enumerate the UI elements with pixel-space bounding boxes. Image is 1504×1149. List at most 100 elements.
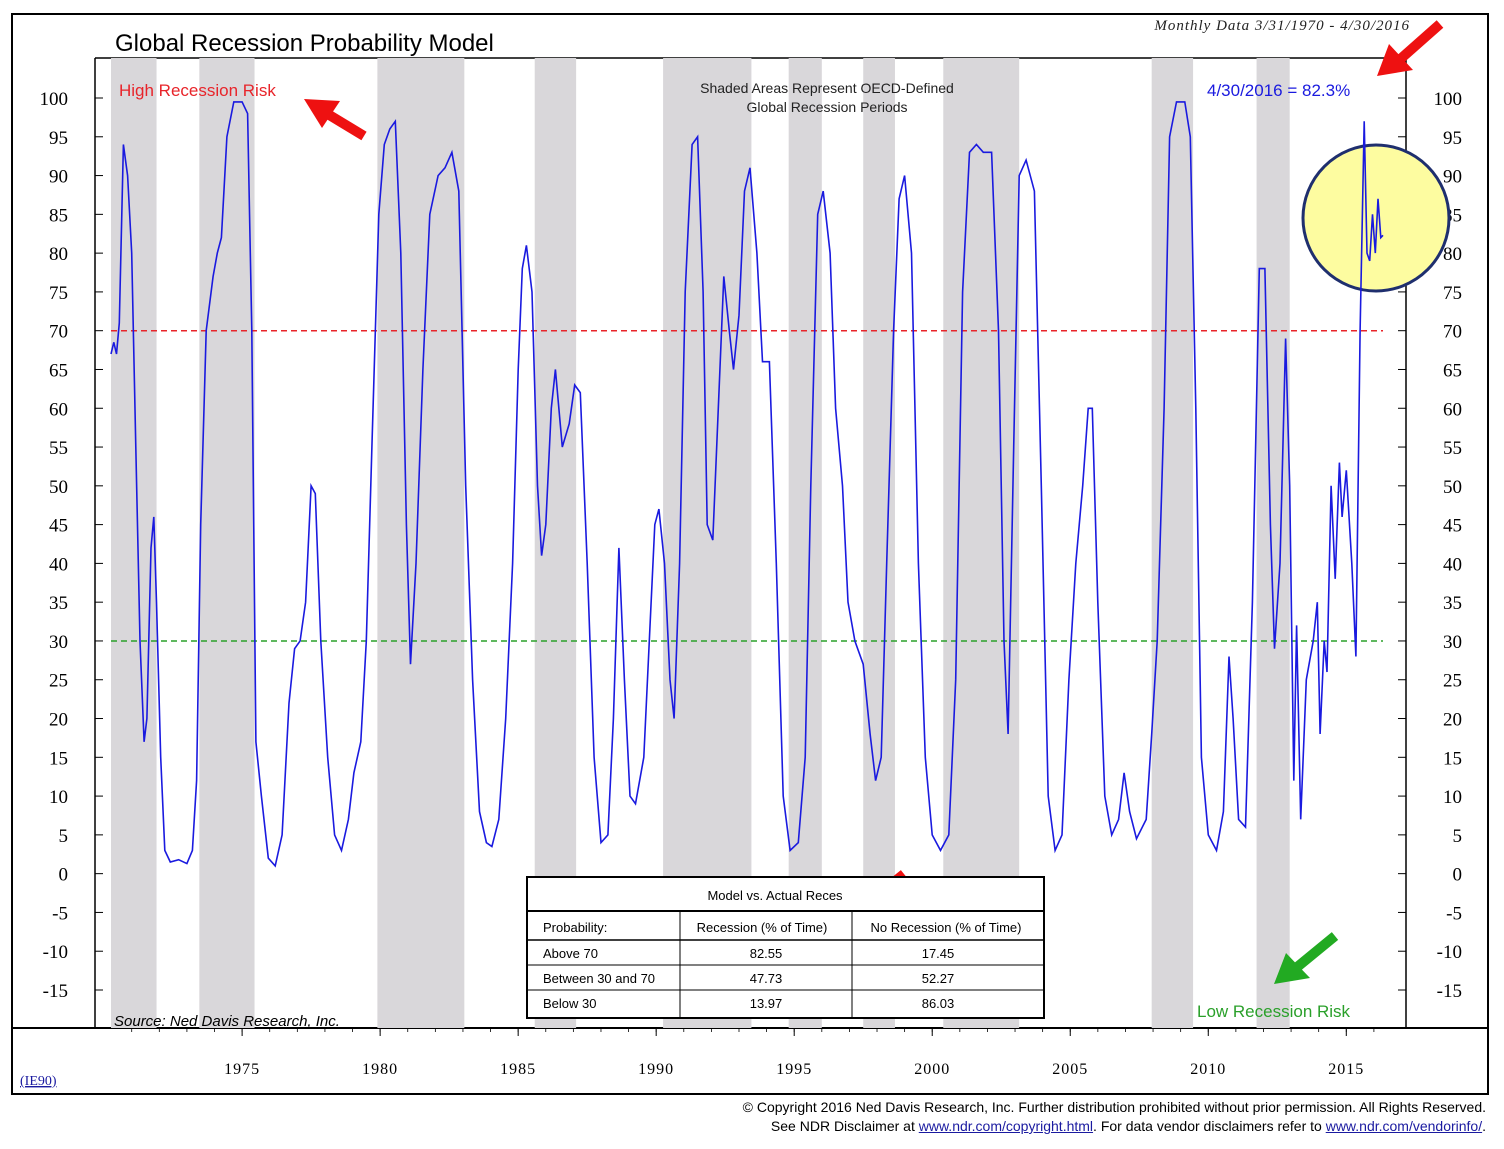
- y-tick-label: 10: [1443, 787, 1462, 808]
- table-title: Model vs. Actual Reces: [707, 888, 843, 903]
- arrow-icon-low-risk: [1274, 932, 1339, 984]
- y-tick-label: 100: [1434, 89, 1463, 110]
- y-tick-label: 60: [49, 399, 68, 420]
- x-tick-label: 1980: [362, 1061, 398, 1078]
- chart-code-link[interactable]: (IE90): [20, 1074, 57, 1089]
- table-cell: 52.27: [922, 971, 955, 986]
- recession-bands: [111, 58, 1290, 1028]
- x-tick-label: 2010: [1190, 1061, 1226, 1078]
- footer-disclaimer: See NDR Disclaimer at www.ndr.com/copyri…: [386, 1118, 1486, 1134]
- y-tick-label: 55: [1443, 438, 1462, 459]
- arrow-icon-high-risk: [304, 99, 367, 141]
- recession-band: [1256, 58, 1290, 1028]
- table-cell: 47.73: [750, 971, 783, 986]
- shaded-note-line2: Global Recession Periods: [746, 99, 907, 115]
- y-tick-label: 45: [49, 516, 68, 537]
- high-risk-label: High Recession Risk: [119, 81, 276, 100]
- y-tick-label: 35: [1443, 593, 1462, 614]
- table-header: Probability:: [543, 920, 607, 935]
- y-tick-label: 35: [49, 593, 68, 614]
- x-tick-label: 1975: [224, 1061, 260, 1078]
- y-tick-label: 0: [59, 865, 69, 886]
- table-cell: Above 70: [543, 946, 598, 961]
- y-tick-label: 30: [1443, 632, 1462, 653]
- table-cell: 17.45: [922, 946, 955, 961]
- y-tick-label: 65: [1443, 360, 1462, 381]
- y-tick-label: 95: [49, 128, 68, 149]
- x-tick-label: 1990: [638, 1061, 674, 1078]
- table-header: Recession (% of Time): [697, 920, 828, 935]
- y-tick-label: 75: [1443, 283, 1462, 304]
- x-tick-label: 2005: [1052, 1061, 1088, 1078]
- y-tick-label: -5: [52, 903, 68, 924]
- y-tick-label: -15: [43, 981, 68, 1002]
- table-cell: Between 30 and 70: [543, 971, 655, 986]
- arrow-icon-latest: [1377, 20, 1444, 76]
- y-tick-label: -15: [1437, 981, 1462, 1002]
- x-tick-label: 2000: [914, 1061, 950, 1078]
- recession-band: [377, 58, 465, 1028]
- x-tick-label: 1985: [500, 1061, 536, 1078]
- x-tick-label: 2015: [1328, 1061, 1364, 1078]
- footer-text-b: . For data vendor disclaimers refer to: [1093, 1118, 1326, 1134]
- y-tick-label: 5: [59, 826, 69, 847]
- table-cell: Below 30: [543, 996, 596, 1011]
- y-tick-label: 15: [49, 748, 68, 769]
- y-tick-label: 15: [1443, 748, 1462, 769]
- latest-value-label: 4/30/2016 = 82.3%: [1207, 81, 1350, 100]
- footer-copyright: © Copyright 2016 Ned Davis Research, Inc…: [386, 1099, 1486, 1115]
- y-tick-label: 45: [1443, 516, 1462, 537]
- y-tick-label: 70: [49, 322, 68, 343]
- y-tick-label: 5: [1453, 826, 1463, 847]
- chart-title: Global Recession Probability Model: [115, 30, 494, 57]
- y-tick-label: 60: [1443, 399, 1462, 420]
- y-tick-label: 0: [1453, 865, 1463, 886]
- table-cell: 86.03: [922, 996, 955, 1011]
- y-tick-label: 20: [49, 710, 68, 731]
- y-tick-label: 75: [49, 283, 68, 304]
- y-tick-label: 25: [49, 671, 68, 692]
- copyright-link[interactable]: www.ndr.com/copyright.html: [918, 1118, 1094, 1134]
- recession-band: [663, 58, 752, 1028]
- y-tick-label: 95: [1443, 128, 1462, 149]
- table-cell: 13.97: [750, 996, 783, 1011]
- y-tick-label: -5: [1446, 903, 1462, 924]
- y-tick-label: 70: [1443, 322, 1462, 343]
- recession-band: [788, 58, 822, 1028]
- recession-band: [943, 58, 1020, 1028]
- shaded-note-line1: Shaded Areas Represent OECD-Defined: [700, 80, 954, 96]
- stats-table: Model vs. Actual Reces Probability: Rece…: [526, 876, 1045, 1019]
- x-ticks: 1975 1980 1985 1990 1995 2000 2005 2010 2015: [131, 1028, 1375, 1078]
- data-range: Monthly Data 3/31/1970 - 4/30/2016: [1153, 18, 1410, 34]
- y-tick-label: 100: [40, 89, 69, 110]
- y-tick-label: 50: [1443, 477, 1462, 498]
- y-tick-label: 80: [1443, 244, 1462, 265]
- y-tick-label: 90: [1443, 167, 1462, 188]
- recession-band: [863, 58, 895, 1028]
- y-tick-label: 40: [1443, 554, 1462, 575]
- y-tick-label: 25: [1443, 671, 1462, 692]
- y-tick-label: 90: [49, 167, 68, 188]
- table-header: No Recession (% of Time): [871, 920, 1022, 935]
- footer-text-c: .: [1482, 1118, 1486, 1134]
- y-tick-label: 50: [49, 477, 68, 498]
- highlight-circle: [1301, 143, 1451, 293]
- x-tick-label: 1995: [776, 1061, 812, 1078]
- source-label: Source: Ned Davis Research, Inc.: [114, 1013, 340, 1030]
- y-tick-label: 10: [49, 787, 68, 808]
- low-risk-label: Low Recession Risk: [1197, 1002, 1351, 1021]
- y-tick-label: 65: [49, 360, 68, 381]
- footer-line1: © Copyright 2016 Ned Davis Research, Inc…: [742, 1099, 1486, 1115]
- table-cell: 82.55: [750, 946, 783, 961]
- series-line-recession-probability: [110, 101, 1384, 868]
- y-tick-label: 20: [1443, 710, 1462, 731]
- recession-band: [111, 58, 157, 1028]
- y-tick-label: 40: [49, 554, 68, 575]
- y-tick-label: -10: [43, 942, 68, 963]
- vendorinfo-link[interactable]: www.ndr.com/vendorinfo/: [1325, 1118, 1483, 1134]
- y-tick-label: 55: [49, 438, 68, 459]
- y-tick-label: -10: [1437, 942, 1462, 963]
- recession-band: [1151, 58, 1194, 1028]
